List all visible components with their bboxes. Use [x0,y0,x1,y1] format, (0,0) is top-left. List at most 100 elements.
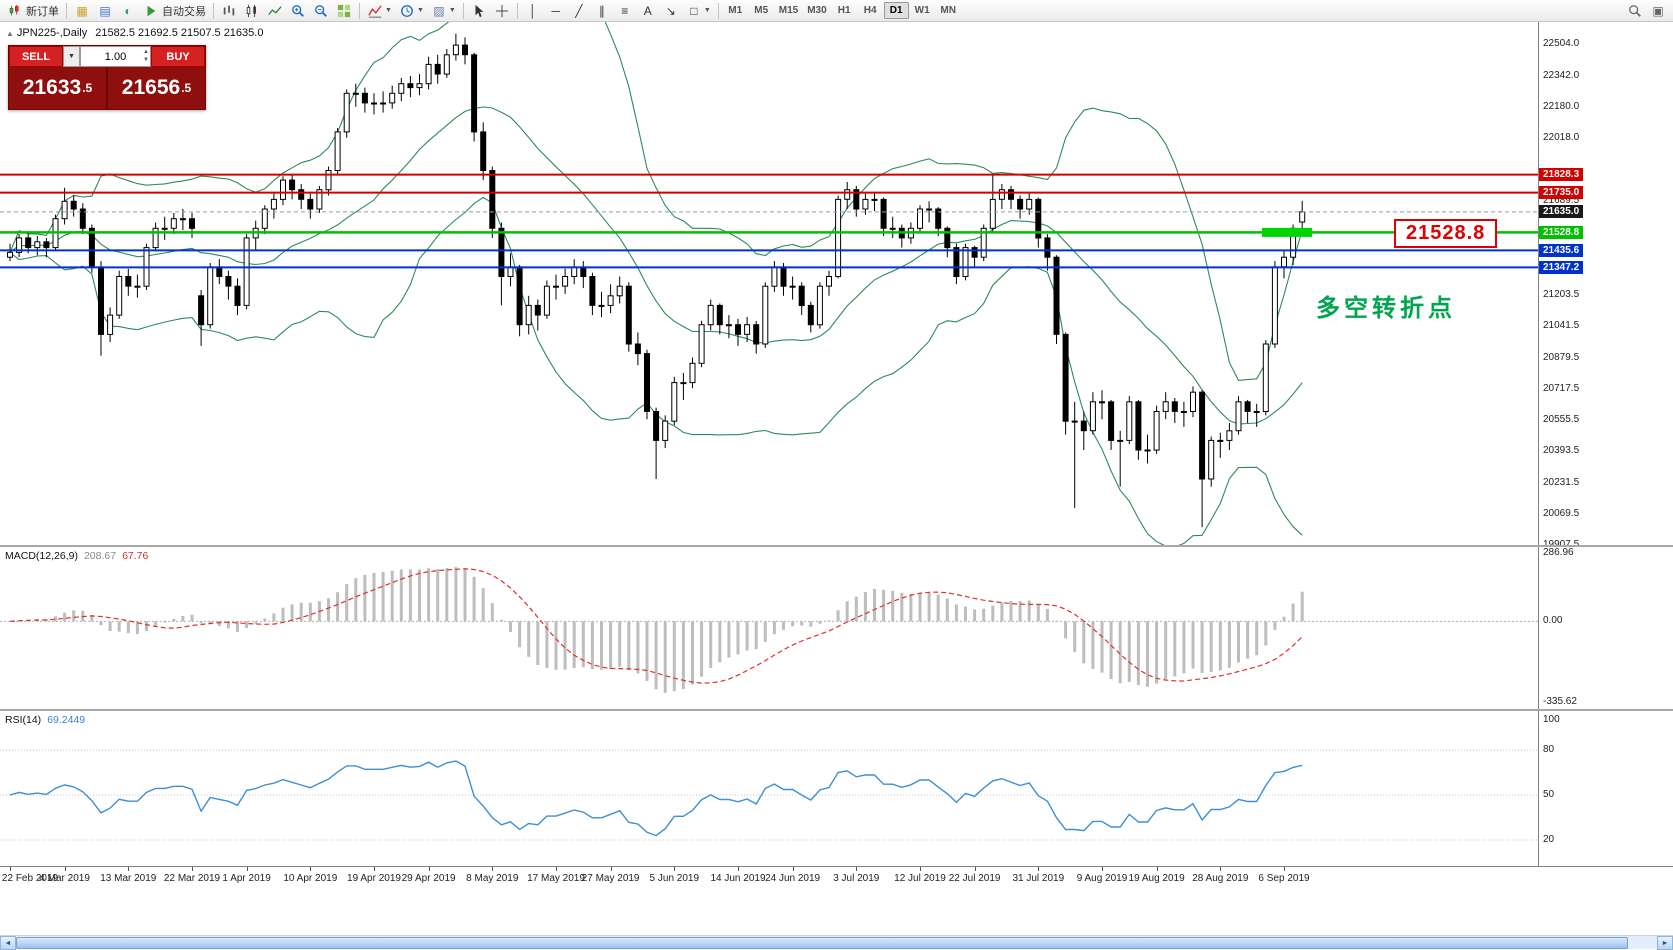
rsi-axis: 100 80 50 20 [1538,711,1673,866]
time-label: 27 May 2019 [581,873,640,884]
cursor-tool-icon [471,3,487,19]
horizontal-line-tool-button[interactable]: ─ [545,2,567,20]
panel-separator[interactable] [0,545,1673,547]
trendline-tool-button[interactable]: ╱ [568,2,590,20]
main-toolbar: 新订单 ▦ ▤ ◐ 自动交易 ▼ ▼ ▨ ▼ │ ─ ╱ ∥ ≡ A ↘ □ ▼ M1 M5 M15 M30 H1 H4 D1 W… [0,0,1673,22]
market-watch-icon: ▦ [76,3,88,18]
periods-icon [399,3,415,19]
scroll-right-button[interactable]: ► [1657,936,1673,950]
macd-histogram [17,567,1304,693]
chart-candles-button[interactable] [241,2,263,20]
chart-candles-icon [244,3,260,19]
zoom-in-button[interactable] [287,2,309,20]
macd-tick: -335.62 [1543,695,1577,707]
window-menu-button[interactable]: ▣ [1647,2,1669,20]
time-tick [64,867,66,871]
toolbar-separator [462,2,464,19]
trendline-tool-icon: ╱ [575,3,583,18]
tile-windows-button[interactable] [333,2,355,20]
timeframe-m1[interactable]: M1 [728,5,743,16]
channel-tool-button[interactable]: ∥ [591,2,613,20]
indicators-button[interactable]: ▼ [364,2,395,20]
price-tick: 20717.5 [1543,382,1580,394]
timeframe-h4[interactable]: H4 [863,5,877,16]
time-tick [310,867,312,871]
scroll-left-button[interactable]: ◄ [0,936,16,950]
time-label: 29 Apr 2019 [401,873,456,884]
price-tick: 21689.5 [1543,195,1580,207]
text-tool-button[interactable]: A [637,2,659,20]
chart-search-icon [1627,3,1643,19]
horizontal-price-lines[interactable] [0,173,1538,269]
chart-bars-icon [221,3,237,19]
sell-price[interactable]: 21633.5 [22,76,93,99]
window-menu-icon: ▣ [1652,3,1664,18]
candles-layer [7,33,1306,528]
rsi-panel[interactable]: RSI(14) 69.2449 [0,711,1538,866]
rsi-chart [0,749,1538,841]
market-watch-button[interactable]: ▦ [71,2,93,20]
chart-search-button[interactable] [1624,2,1646,20]
time-label: 24 Jun 2019 [765,873,821,884]
volume-input[interactable]: 1.00 ▲ ▼ [80,46,151,67]
price-tag: 21735.0 [1539,186,1584,200]
buy-button[interactable]: BUY [151,46,205,67]
macd-panel[interactable]: MACD(12,26,9) 208.67 67.76 [0,547,1538,709]
toolbar-separator [359,2,360,19]
data-window-icon: ▤ [99,3,111,18]
price-tag: 21528.8 [1539,225,1584,239]
price-tick: 20231.5 [1543,476,1580,488]
price-tick: 20393.5 [1543,445,1580,457]
timeframe-m15[interactable]: M15 [778,5,799,16]
timeframe-d1[interactable]: D1 [883,2,909,19]
timeframe-mn[interactable]: MN [940,5,956,16]
time-label: 5 Jun 2019 [649,873,700,884]
timeframe-m5[interactable]: M5 [754,5,769,16]
price-chart-panel[interactable]: ▲ JPN225-,Daily 21582.5 21692.5 21507.5 21… [0,22,1538,545]
time-label: 22 Mar 2019 [163,873,221,884]
price-tag: 21347.2 [1539,260,1584,274]
timeframe-h1[interactable]: H1 [837,5,851,16]
time-label: 31 Jul 2019 [1012,873,1065,884]
templates-button[interactable]: ▨ ▼ [428,2,459,20]
shapes-tool-button[interactable]: □ ▼ [683,2,714,20]
toolbar-separator [717,2,719,19]
time-tick [556,867,557,871]
scrollbar-thumb[interactable] [16,937,1628,949]
macd-label: MACD(12,26,9) 208.67 67.76 [5,550,148,562]
fibonacci-tool-button[interactable]: ≡ [614,2,636,20]
timeframe-m30[interactable]: M30 [807,5,827,16]
rsi-value: 69.2449 [47,714,86,726]
vertical-line-tool-icon: │ [529,3,537,18]
time-tick [738,867,739,871]
arrow-tool-button[interactable]: ↘ [660,2,682,20]
horizontal-scrollbar[interactable]: ◄ ► [0,935,1673,950]
sell-button[interactable]: SELL [9,46,63,67]
navigator-button[interactable]: ◐ [117,2,139,20]
volume-stepper[interactable]: ▲ ▼ [143,49,149,63]
price-tag: 21828.3 [1539,168,1584,182]
time-label: 19 Apr 2019 [347,873,401,884]
green-highlight-segment[interactable] [1262,227,1312,237]
dropdown-caret-icon: ▼ [385,7,392,14]
crosshair-tool-button[interactable] [491,2,513,20]
time-label: 9 Aug 2019 [1076,873,1128,884]
time-axis[interactable]: 22 Feb 2019 4 Mar 2019 13 Mar 2019 22 Mar 2… [0,866,1673,890]
panel-separator[interactable] [0,709,1673,711]
periods-button[interactable]: ▼ [396,2,427,20]
order-type-dropdown[interactable]: ▼ [63,46,80,67]
chart-bars-button[interactable] [218,2,240,20]
chart-line-button[interactable] [264,2,286,20]
zoom-out-button[interactable] [310,2,332,20]
price-tick: 21203.5 [1543,289,1580,301]
buy-price[interactable]: 21656.5 [106,67,205,109]
auto-trading-button[interactable]: 自动交易 [140,2,209,20]
time-label: 17 May 2019 [527,873,585,884]
chart-collapse-icon[interactable]: ▲ [6,29,14,38]
data-window-button[interactable]: ▤ [94,2,116,20]
new-order-button[interactable]: 新订单 [4,2,62,20]
timeframe-w1[interactable]: W1 [914,5,930,16]
cursor-tool-button[interactable] [468,2,490,20]
vertical-line-tool-button[interactable]: │ [522,2,544,20]
